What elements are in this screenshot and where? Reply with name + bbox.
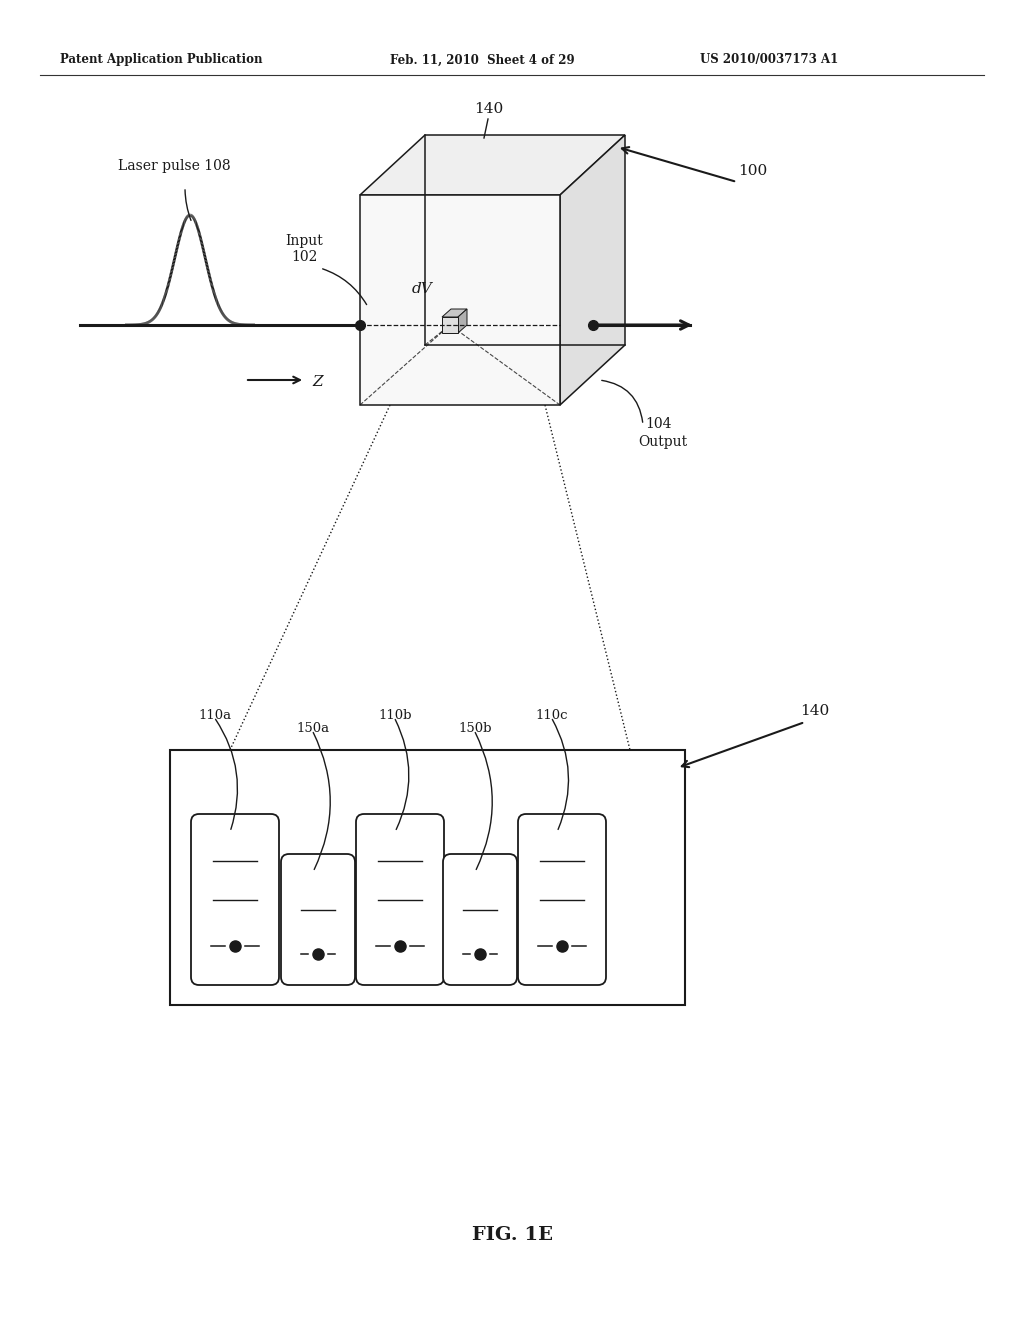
Text: 110b: 110b [378, 709, 412, 722]
Text: FIG. 1E: FIG. 1E [471, 1226, 553, 1243]
Text: 150b: 150b [458, 722, 492, 735]
Text: Output: Output [638, 436, 687, 449]
FancyBboxPatch shape [443, 854, 517, 985]
Polygon shape [560, 135, 625, 405]
Text: 150a: 150a [296, 722, 329, 735]
Bar [170, 750, 685, 1005]
Text: 104: 104 [645, 417, 672, 432]
Text: 102: 102 [291, 249, 317, 264]
Text: Z: Z [312, 375, 323, 389]
Polygon shape [442, 317, 458, 333]
Text: 110c: 110c [535, 709, 567, 722]
Text: 100: 100 [738, 164, 767, 178]
FancyBboxPatch shape [356, 814, 444, 985]
Text: Laser pulse 108: Laser pulse 108 [118, 158, 230, 173]
Polygon shape [458, 309, 467, 333]
FancyBboxPatch shape [281, 854, 355, 985]
FancyBboxPatch shape [518, 814, 606, 985]
Text: US 2010/0037173 A1: US 2010/0037173 A1 [700, 54, 839, 66]
Text: 140: 140 [800, 704, 829, 718]
Text: Feb. 11, 2010  Sheet 4 of 29: Feb. 11, 2010 Sheet 4 of 29 [390, 54, 574, 66]
Polygon shape [360, 135, 625, 195]
Text: 140: 140 [474, 102, 503, 116]
Text: Patent Application Publication: Patent Application Publication [60, 54, 262, 66]
Polygon shape [360, 195, 560, 405]
Polygon shape [442, 309, 467, 317]
FancyBboxPatch shape [191, 814, 279, 985]
Text: 110a: 110a [198, 709, 231, 722]
Text: Input: Input [285, 234, 323, 248]
Text: dV: dV [412, 282, 433, 296]
